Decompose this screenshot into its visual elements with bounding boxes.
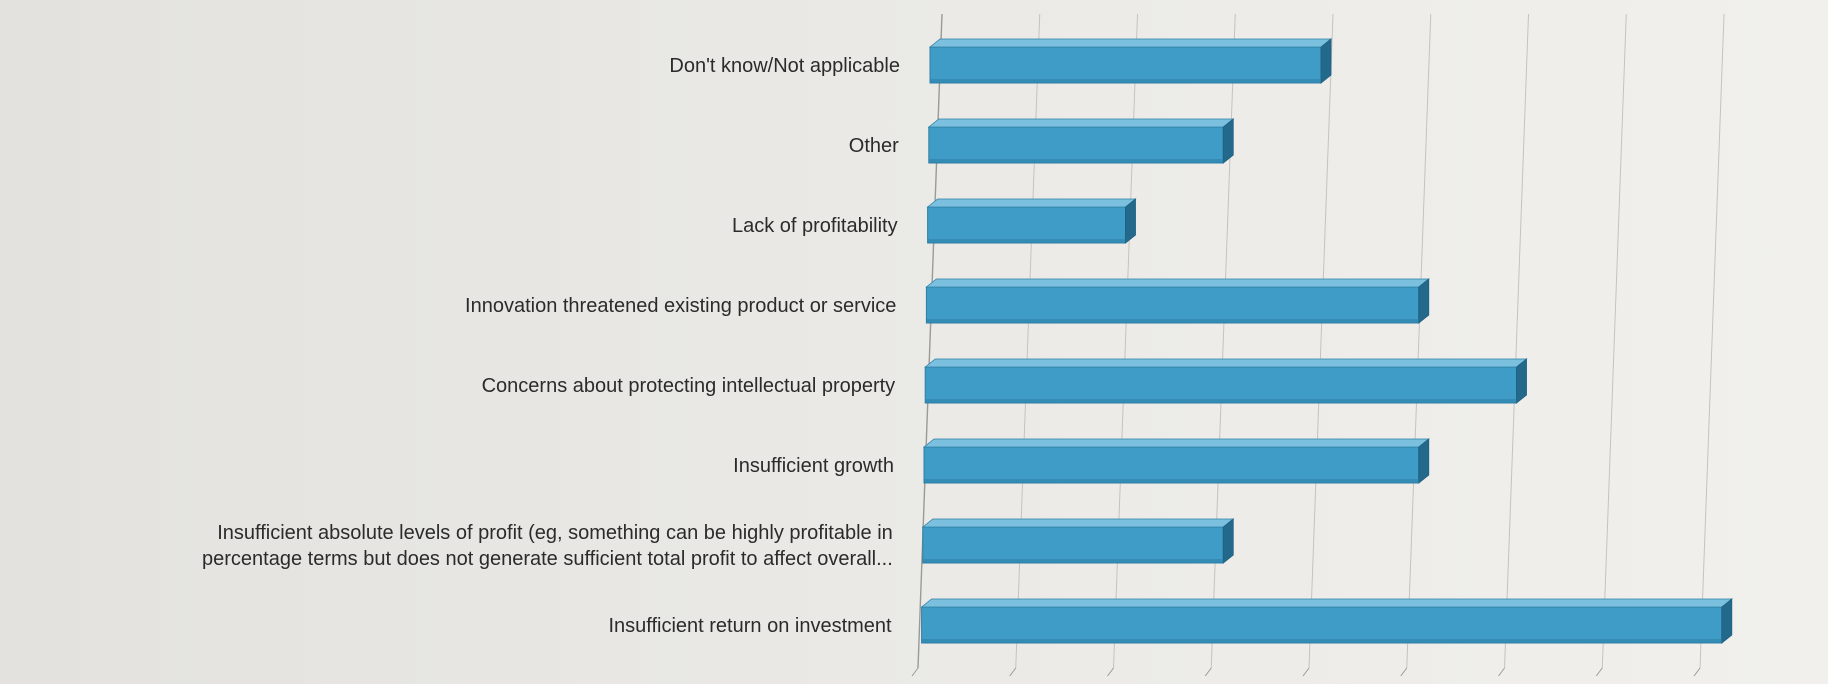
bar [928,126,1224,164]
bar-side-face [1721,598,1733,644]
axis-tick [1204,667,1212,677]
category-label: Other [849,135,899,157]
axis-tick [1693,667,1701,677]
gridline [1308,13,1334,669]
bar [924,366,1518,404]
bar-top-face [921,518,1235,528]
bar-shadow [930,79,1322,83]
bar-side-face [1125,198,1136,244]
axis-tick [1302,667,1310,677]
bar-side-face [1320,38,1332,84]
bar [923,446,1420,484]
category-label: Don't know/Not applicable [669,55,900,77]
bar [925,286,1420,324]
bar-side-face [1516,358,1527,404]
bar-side-face [1222,518,1234,564]
bar-shadow [922,559,1224,563]
category-label: Insufficient absolute levels of profit (… [217,522,893,544]
bars [920,38,1733,644]
bar-side-face [1222,118,1234,164]
category-label: percentage terms but does not generate s… [202,548,893,570]
axis-tick [911,667,919,677]
bar-side-face [1418,438,1430,484]
bar-top-face [927,118,1235,128]
axis-tick [1009,667,1017,677]
category-label: Insufficient growth [733,455,894,477]
bar-top-face [920,598,1733,608]
bar-shadow [924,479,1419,483]
bar-top-face [924,358,1528,368]
axis-tick [1107,667,1114,677]
gridline [1699,13,1725,669]
category-label: Innovation threatened existing product o… [465,295,896,317]
bar-top-face [926,198,1137,208]
bar-top-face [928,38,1333,48]
bar-shadow [927,239,1126,243]
category-label: Insufficient return on investment [608,615,892,637]
gridline [1406,13,1432,669]
bar-top-face [925,278,1430,288]
axis-tick [1595,667,1603,677]
axis-tick [1498,667,1505,677]
bar-shadow [926,319,1419,323]
category-label: Concerns about protecting intellectual p… [482,375,896,397]
category-label: Lack of profitability [732,215,898,237]
gridline [1504,13,1530,669]
axis-tick [1400,667,1408,677]
bar [929,46,1322,84]
bar-shadow [925,399,1517,403]
bar [927,206,1127,244]
bar [921,606,1723,644]
bar-shadow [921,639,1722,643]
bar-shadow [928,159,1224,163]
gridline [1601,13,1627,669]
bar-top-face [922,438,1430,448]
bar [922,526,1224,564]
category-labels: Don't know/Not applicable Other Lack of pr… [202,55,900,637]
bar-side-face [1418,278,1430,324]
